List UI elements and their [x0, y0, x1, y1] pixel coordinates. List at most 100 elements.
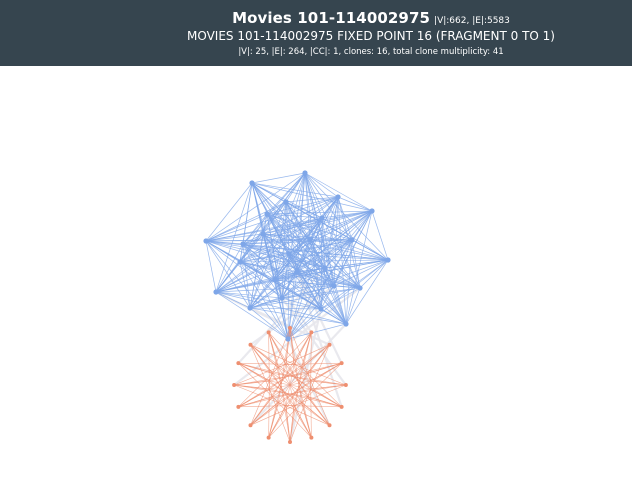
fragment1-edge — [278, 402, 330, 426]
fragment0-edge — [287, 323, 347, 340]
fragment0-node[interactable] — [279, 295, 285, 301]
fragment0-edge — [205, 182, 253, 242]
fragment1-edge — [269, 388, 342, 408]
fragment0-node[interactable] — [318, 306, 324, 312]
fragment0-node[interactable] — [249, 180, 255, 186]
fragment1-edge — [269, 388, 291, 443]
fragment0-edge — [215, 279, 276, 293]
fragment0-node[interactable] — [343, 321, 349, 327]
fragment0-edge — [281, 297, 322, 310]
fragment0-node[interactable] — [302, 170, 308, 176]
fragment1-node[interactable] — [327, 342, 332, 347]
fragment0-edge — [333, 285, 347, 325]
fragment0-edge — [205, 217, 323, 242]
fragment0-node[interactable] — [240, 241, 246, 247]
fragment0-node[interactable] — [272, 277, 278, 283]
fragment1-edge — [250, 402, 302, 426]
fragment0-node[interactable] — [319, 215, 325, 221]
fragment0-node[interactable] — [213, 289, 219, 295]
fragment0-edge — [242, 201, 287, 245]
graph-stats: |V|:662, |E|:5583 — [434, 16, 510, 26]
fragment0-edge — [205, 240, 251, 309]
fragment0-edge — [304, 172, 339, 198]
fragment0-node[interactable] — [285, 336, 291, 342]
fragment0-edge — [242, 243, 290, 255]
fragment1-node[interactable] — [339, 361, 344, 366]
fragment0-edge — [262, 233, 311, 240]
fragment0-edge — [309, 238, 322, 310]
fragment1-node[interactable] — [248, 423, 253, 428]
fragment1-edge — [289, 364, 295, 386]
fragment1-node[interactable] — [339, 404, 344, 409]
fragment0-edge — [309, 238, 361, 289]
fragment0-edge — [345, 210, 373, 325]
fragment0-node[interactable] — [357, 285, 363, 291]
fragment0-node[interactable] — [237, 259, 243, 265]
fragment0-edge — [287, 308, 322, 340]
fragment1-edge — [285, 384, 291, 406]
fragment0-edge — [321, 217, 326, 269]
fragment1-node[interactable] — [236, 361, 241, 366]
fragment1-node[interactable] — [236, 404, 241, 409]
fragment0-node[interactable] — [322, 265, 328, 271]
fragment0-node[interactable] — [385, 257, 391, 263]
fragment0-node[interactable] — [294, 269, 300, 275]
fragment0-edge — [215, 243, 244, 293]
fragment0-edge — [239, 261, 283, 299]
fragment0-edge — [239, 243, 244, 263]
fragment1-node[interactable] — [266, 435, 271, 440]
fragment0-edge — [215, 291, 289, 340]
fragment1-edge — [285, 327, 291, 365]
fragment1-node[interactable] — [343, 383, 348, 387]
fragment0-edge — [266, 213, 361, 289]
fragment0-edge — [309, 238, 389, 261]
fragment0-edge — [345, 259, 389, 325]
fragment0-edge — [288, 253, 347, 325]
fragment0-node[interactable] — [286, 251, 292, 257]
fragment1-edge — [289, 384, 295, 406]
fragment0-node[interactable] — [260, 231, 266, 237]
fragment1-edge — [269, 380, 291, 386]
fragment1-edge — [238, 362, 311, 382]
fragment0-node[interactable] — [264, 211, 270, 217]
fragment0-node[interactable] — [349, 237, 355, 243]
fragment1-edge — [289, 384, 311, 390]
fragment1-node[interactable] — [309, 435, 314, 440]
fragment0-edge — [251, 182, 373, 212]
fragment0-edge — [285, 201, 311, 240]
fragment0-edge — [205, 201, 287, 242]
fragment1-node[interactable] — [288, 440, 292, 444]
fragment0-edge — [266, 213, 389, 261]
fragment0-node[interactable] — [283, 199, 289, 205]
fragment0-node[interactable] — [203, 238, 209, 244]
fragment0-edge — [274, 279, 347, 325]
fragment1-edge — [301, 402, 330, 426]
fragment0-edge — [239, 213, 268, 263]
fragment0-edge — [215, 253, 290, 293]
fragment0-edge — [205, 240, 283, 299]
fragment0-edge — [296, 271, 335, 287]
fragment1-node[interactable] — [248, 342, 253, 347]
fragment1-edge — [268, 332, 308, 397]
fragment0-edge — [205, 172, 306, 242]
fragment0-edge — [205, 213, 268, 242]
fragment0-edge — [274, 259, 389, 281]
fragment1-edge — [285, 364, 291, 386]
fragment0-node[interactable] — [331, 283, 337, 289]
fragment1-node[interactable] — [232, 383, 237, 387]
fragment1-node[interactable] — [327, 423, 332, 428]
fragment1-edge — [278, 367, 291, 386]
fragment1-node[interactable] — [288, 326, 292, 330]
fragment0-node[interactable] — [335, 194, 341, 200]
fragment0-edge — [266, 213, 311, 240]
fragment0-node[interactable] — [369, 208, 375, 214]
fragment0-node[interactable] — [307, 236, 313, 242]
fragment1-edge — [250, 344, 295, 406]
fragment0-edge — [262, 233, 347, 325]
fragment1-node[interactable] — [309, 330, 314, 335]
fragment1-node[interactable] — [266, 330, 271, 335]
fragment0-edge — [285, 201, 290, 255]
fixed-point-graph[interactable] — [0, 66, 632, 484]
fragment1-edge — [268, 332, 287, 406]
fragment0-node[interactable] — [247, 305, 253, 311]
